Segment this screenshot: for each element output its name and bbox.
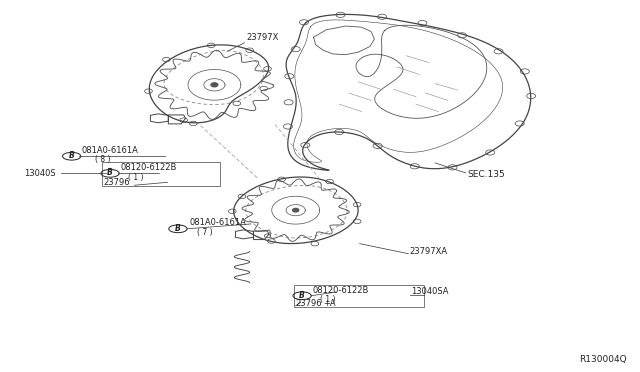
Text: 081A0-6161A: 081A0-6161A [82, 146, 139, 155]
Text: B: B [68, 151, 75, 160]
Text: SEC.135: SEC.135 [467, 170, 505, 179]
Text: B: B [175, 224, 181, 233]
Text: 08120-6122B: 08120-6122B [313, 286, 369, 295]
Text: 081A0-6161A: 081A0-6161A [189, 218, 246, 227]
Text: 23796: 23796 [104, 178, 131, 187]
Text: ( 7 ): ( 7 ) [197, 228, 212, 237]
Text: B: B [299, 291, 305, 300]
Text: ( 1 ): ( 1 ) [128, 173, 143, 182]
Circle shape [211, 83, 218, 87]
Circle shape [292, 208, 299, 212]
Text: R130004Q: R130004Q [580, 355, 627, 364]
Text: ( 1 ): ( 1 ) [320, 295, 335, 304]
Text: ( 8 ): ( 8 ) [95, 155, 110, 164]
Text: 08120-6122B: 08120-6122B [120, 163, 177, 172]
Text: 23797XA: 23797XA [410, 247, 448, 256]
Text: 13040SA: 13040SA [411, 287, 449, 296]
Text: 23797X: 23797X [246, 33, 279, 42]
Text: 23796: 23796 [296, 299, 323, 308]
Text: B: B [107, 169, 113, 177]
Text: +A: +A [323, 299, 336, 308]
Text: 13040S: 13040S [24, 169, 56, 178]
